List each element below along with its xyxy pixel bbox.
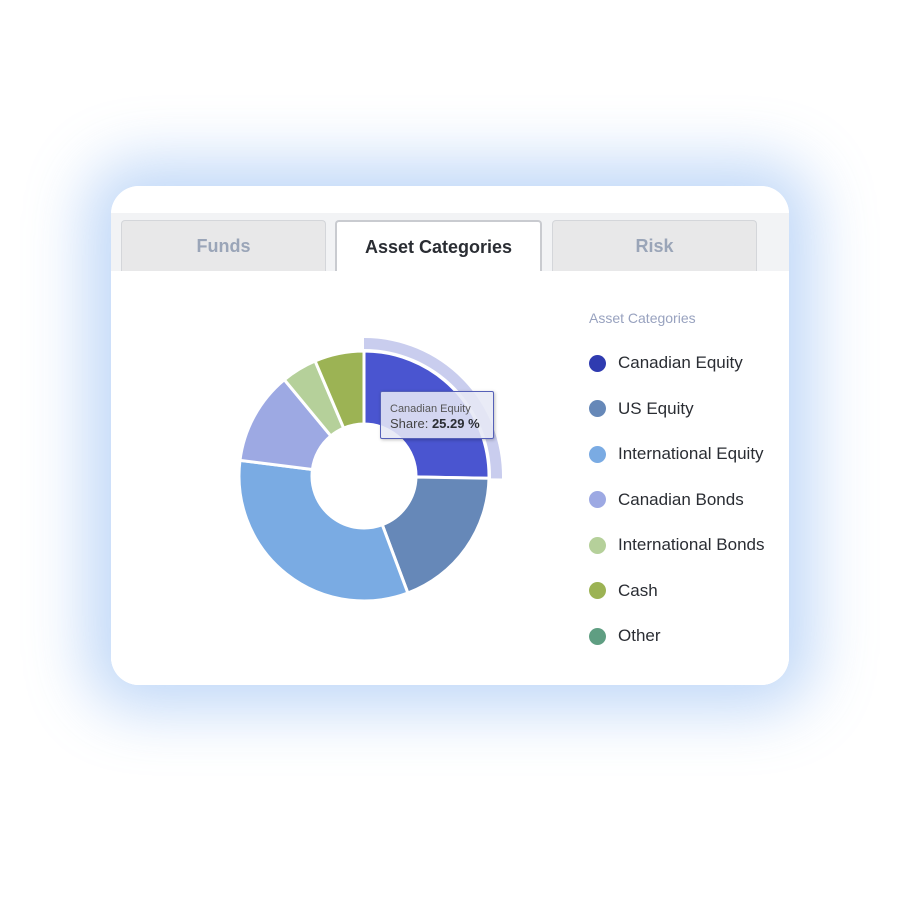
legend-label: Cash bbox=[618, 580, 658, 600]
slice-cash[interactable] bbox=[313, 349, 366, 431]
legend-label: International Bonds bbox=[618, 535, 765, 554]
slice-us-equity[interactable] bbox=[380, 475, 491, 595]
legend-item[interactable]: International Bonds bbox=[589, 535, 765, 555]
legend-label: Canadian Bonds bbox=[618, 489, 744, 509]
tooltip-share-label: Share: bbox=[390, 416, 429, 431]
legend-item[interactable]: US Equity bbox=[589, 399, 694, 419]
legend-marker bbox=[589, 536, 606, 554]
legend-item[interactable]: Canadian Bonds bbox=[589, 490, 744, 510]
legend-label: US Equity bbox=[618, 398, 694, 418]
legend-marker bbox=[589, 491, 606, 508]
legend-label: Other bbox=[618, 626, 661, 645]
tooltip-category: Canadian Equity bbox=[390, 403, 471, 415]
legend-marker bbox=[589, 445, 606, 463]
tab-asset-categories[interactable]: Asset Categories bbox=[335, 220, 542, 272]
chart-tooltip: Canadian Equity Share: 25.29 % bbox=[380, 391, 494, 439]
legend-item[interactable]: Canadian Equity bbox=[589, 353, 743, 373]
legend-marker bbox=[589, 354, 606, 372]
slice-international-equity[interactable] bbox=[237, 458, 410, 603]
legend-item[interactable]: Cash bbox=[589, 581, 658, 601]
legend-marker bbox=[589, 627, 606, 645]
legend-title: Asset Categories bbox=[589, 310, 696, 326]
legend-label: International Equity bbox=[618, 444, 764, 463]
legend-label: Canadian Equity bbox=[618, 353, 743, 372]
tab-risk[interactable]: Risk bbox=[552, 220, 757, 271]
legend-item[interactable]: Other bbox=[589, 626, 661, 646]
tab-funds[interactable]: Funds bbox=[121, 220, 326, 271]
legend-item[interactable]: International Equity bbox=[589, 444, 764, 464]
tooltip-share: Share: 25.29 % bbox=[390, 416, 493, 431]
tooltip-share-value: 25.29 % bbox=[431, 416, 480, 431]
legend-marker bbox=[589, 400, 606, 417]
legend-marker bbox=[589, 582, 606, 599]
